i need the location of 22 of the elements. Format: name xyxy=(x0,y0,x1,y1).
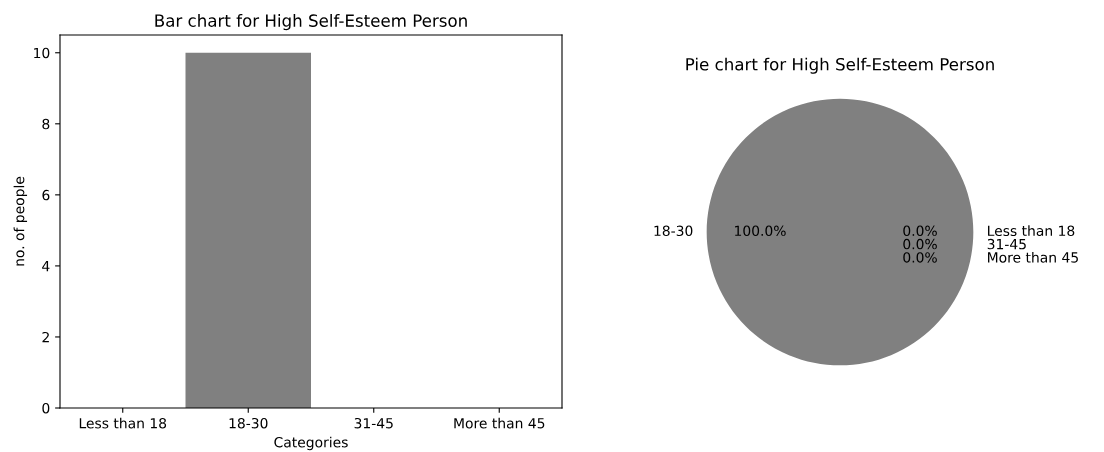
text: 0.0% xyxy=(903,225,937,237)
text: 0.0% xyxy=(903,238,937,250)
y-tick-label: 6 xyxy=(42,189,50,201)
chart-title: Pie chart for High Self-Esteem Person xyxy=(686,57,994,74)
x-tick-label: More than 45 xyxy=(454,417,545,429)
x-axis-title: Categories xyxy=(274,436,348,451)
category-label: More than 45 xyxy=(988,251,1078,263)
category-label: 31-45 xyxy=(987,238,1026,250)
data-label: 100.0% xyxy=(735,225,786,237)
y-axis-title: no. of people xyxy=(13,176,28,266)
category-label: Less than 18 xyxy=(988,225,1075,237)
x-tick-label: 31-45 xyxy=(354,417,393,429)
x-tick-label: Less than 18 xyxy=(79,417,167,429)
slice-label: 18-30 xyxy=(654,225,693,237)
x-tick-label: 18-30 xyxy=(229,417,268,429)
y-tick-label: 2 xyxy=(42,331,49,343)
chart-title: Bar chart for High Self-Esteem Person xyxy=(155,14,467,31)
y-tick-label: 0 xyxy=(42,402,50,414)
y-tick-label: 4 xyxy=(42,261,50,272)
text: 0.0% xyxy=(903,252,937,263)
y-tick-label: 8 xyxy=(42,118,50,130)
y-tick-label: 10 xyxy=(34,47,50,59)
